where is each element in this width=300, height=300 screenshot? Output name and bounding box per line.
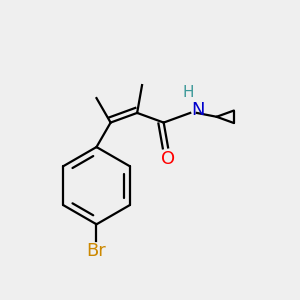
Text: H: H	[183, 85, 194, 100]
Text: Br: Br	[87, 242, 106, 260]
Text: O: O	[161, 150, 175, 168]
Text: N: N	[192, 101, 205, 119]
